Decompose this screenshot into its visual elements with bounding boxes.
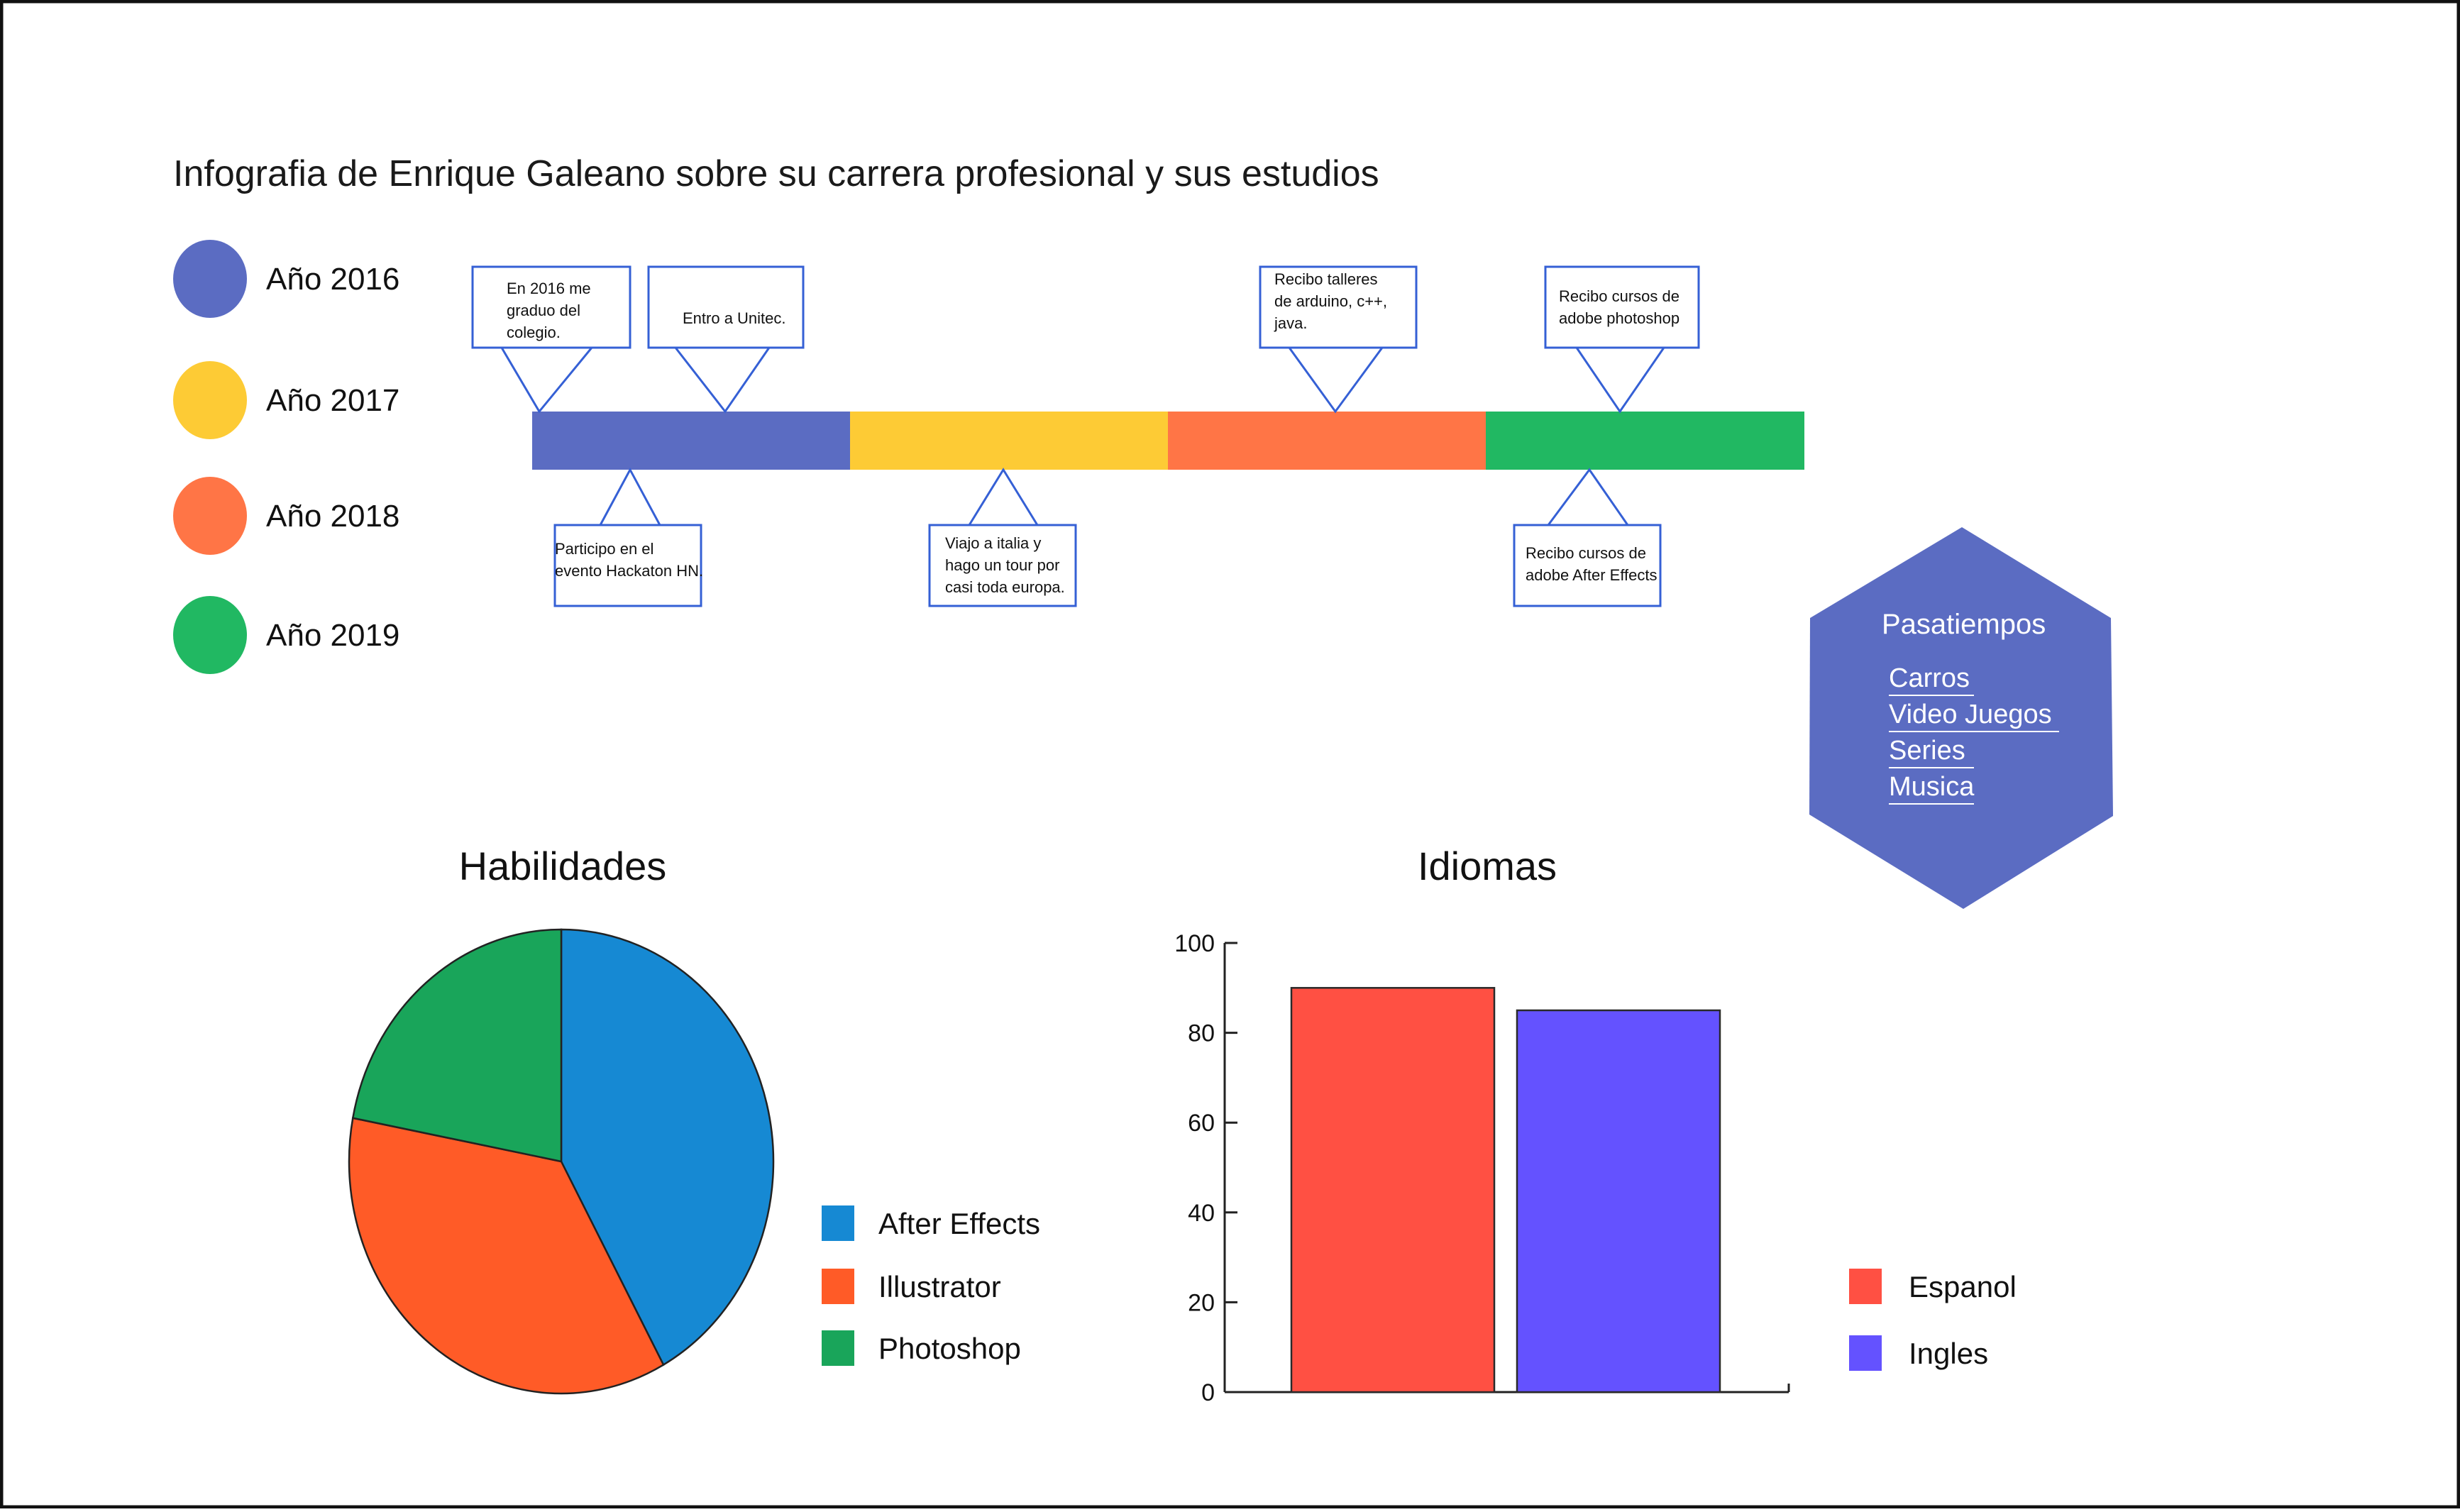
bar-y-tick-label: 100 [1174,930,1215,957]
pie-legend-label: After Effects [878,1207,1040,1240]
bar-y-tick-label: 60 [1188,1110,1215,1137]
callout-text: adobe After Effects [1526,566,1658,584]
callout-pointer [1287,346,1384,414]
bar-legend-label: Ingles [1909,1337,1988,1370]
timeline-segment [1486,412,1804,470]
infographic-title: Infografia de Enrique Galeano sobre su c… [173,153,1379,194]
callout-box [1513,524,1662,607]
pie-legend-swatch [822,1205,854,1241]
callout-box [647,265,805,349]
timeline-segment [850,412,1168,470]
callout-text: Recibo cursos de [1526,544,1646,562]
callout-pointer [598,467,662,526]
timeline-callout: Recibo cursos de adobe After Effects [1513,468,1662,607]
hobby-item: Musica [1889,772,1975,802]
callout-text: Viajo a italia y [945,534,1041,552]
callout-text: hago un tour por [945,556,1059,574]
pie-slice-after-effects [560,928,775,1367]
callout-pointer [967,468,1039,526]
callout-pointer [500,346,595,414]
callout-text: Recibo cursos de [1559,287,1679,305]
hexagon-shape [1809,527,2113,909]
timeline: En 2016 me graduo del colegio. Entro a Unit… [471,265,1804,607]
callout-text: Participo en el [555,540,653,558]
pie-legend-label: Photoshop [878,1332,1021,1365]
year-legend-label: Año 2018 [266,499,399,534]
callout-pointer [1546,468,1630,526]
callout-box [928,524,1077,607]
pie-legend-swatch [822,1330,854,1366]
timeline-callout: Participo en el evento Hackaton HN. [553,467,703,607]
hobby-item: Carros [1889,663,1970,693]
hobbies-hexagon: Pasatiempos Carros Video Juegos Series Musi… [1809,527,2113,909]
callout-box [1259,265,1418,349]
pie-legend-label: Illustrator [878,1270,1001,1303]
bar-y-tick-label: 80 [1188,1020,1215,1047]
timeline-callout: Viajo a italia y hago un tour por casi tod… [928,468,1077,607]
bar-espanol [1290,987,1496,1394]
year-color-dot [173,240,247,318]
callout-text: En 2016 me [507,280,591,297]
pie-chart-title: Habilidades [459,844,667,888]
timeline-callout: Recibo cursos de adobe photoshop [1544,265,1700,414]
bar-legend-swatch [1849,1335,1882,1371]
bar-y-tick-label: 20 [1188,1289,1215,1316]
languages-bar-chart: Idiomas 0 20 40 60 80 100 Espanol Ingles [1174,844,2017,1406]
pie-legend-swatch [822,1269,854,1304]
callout-text: de arduino, c++, [1274,292,1387,310]
callout-text: evento Hackaton HN. [555,562,703,580]
timeline-segment [1168,412,1486,470]
hobby-item: Series [1889,736,1965,766]
callout-text: casi toda europa. [945,578,1065,596]
callout-box [553,524,702,607]
year-legend-label: Año 2016 [266,262,399,297]
callout-pointer [673,346,771,414]
timeline-callout: Recibo talleres de arduino, c++, java. [1259,265,1418,414]
callout-pointer [1574,346,1666,414]
callout-text: adobe photoshop [1559,309,1679,327]
callout-text: Entro a Unitec. [683,309,786,327]
pie-slice-illustrator [348,1117,665,1395]
hobbies-title: Pasatiempos [1882,609,2046,640]
timeline-callout: En 2016 me graduo del colegio. [471,265,631,414]
year-color-dot [173,477,247,555]
bar-y-tick-label: 40 [1188,1200,1215,1227]
year-color-dot [173,361,247,439]
callout-text: java. [1274,314,1307,332]
callout-text: Recibo talleres [1274,270,1378,288]
year-legend: Año 2016 Año 2017 Año 2018 Año 2019 [173,240,399,674]
callout-text: colegio. [507,324,561,341]
bar-legend-label: Espanol [1909,1270,2017,1303]
bar-y-tick-label: 0 [1201,1379,1215,1406]
pie-slice-photoshop [351,928,563,1163]
year-color-dot [173,596,247,674]
hobbies-list: Carros Video Juegos Series Musica [1889,663,2059,805]
bar-legend-swatch [1849,1269,1882,1304]
year-legend-label: Año 2019 [266,618,399,653]
timeline-callout: Entro a Unitec. [647,265,805,414]
bar-chart-title: Idiomas [1418,844,1557,888]
skills-pie-chart: Habilidades After Effects Illustrator Photo… [348,844,1040,1395]
callout-text: graduo del [507,302,580,319]
year-legend-label: Año 2017 [266,383,399,418]
callout-box [1544,265,1700,349]
bar-ingles [1516,1009,1721,1394]
callout-box [471,265,631,349]
timeline-segment [532,412,850,470]
hobby-item: Video Juegos [1889,700,2052,729]
